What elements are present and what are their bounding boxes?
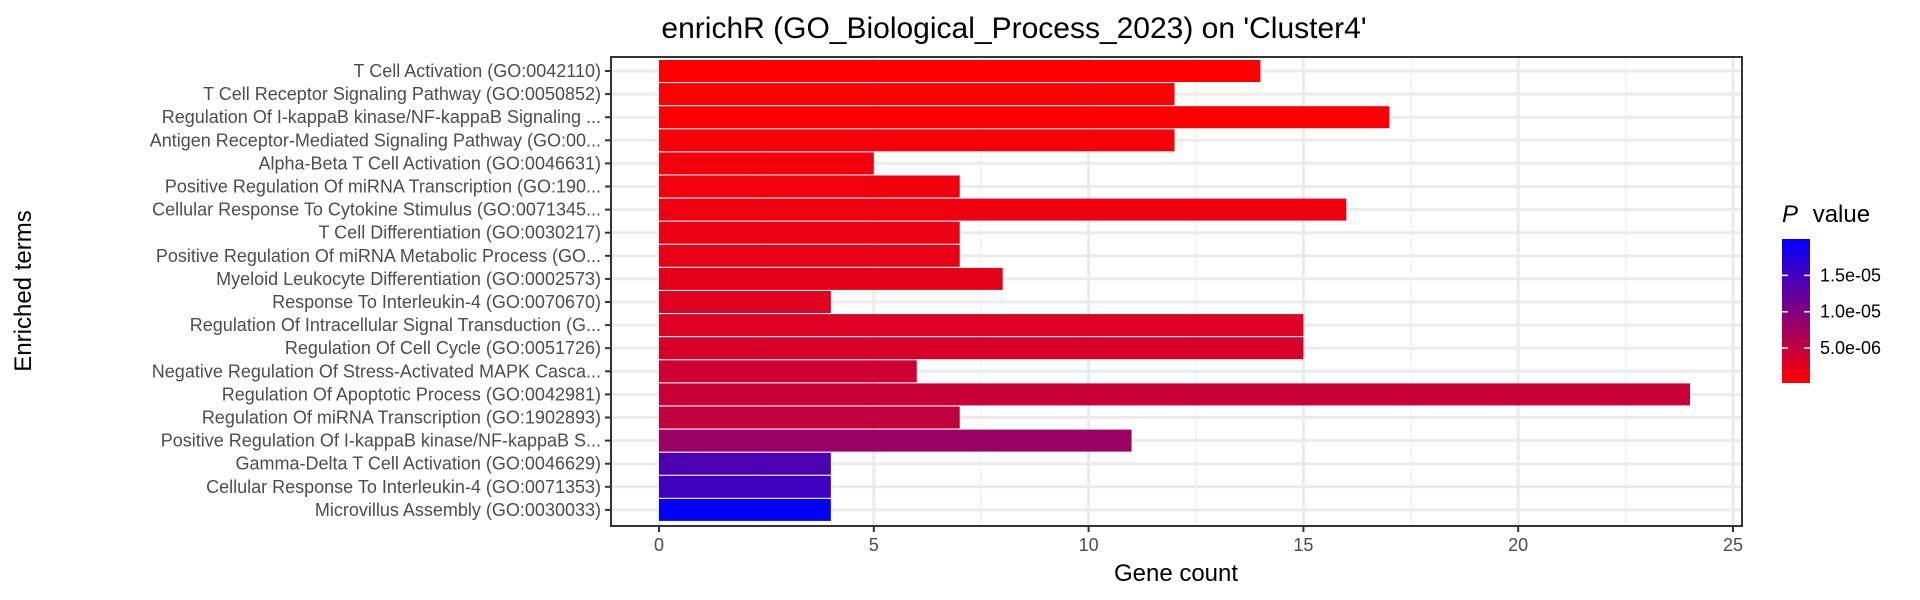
y-tick-label: Negative Regulation Of Stress-Activated … bbox=[152, 361, 601, 381]
y-tick-label: T Cell Receptor Signaling Pathway (GO:00… bbox=[203, 84, 601, 104]
legend-title-rest: value bbox=[1813, 201, 1870, 228]
legend-ticks: 5.0e-06 1.0e-05 1.5e-05 bbox=[1782, 265, 1881, 358]
x-axis-title: Gene count bbox=[1114, 560, 1238, 587]
bar bbox=[659, 291, 831, 313]
x-tick-label: 0 bbox=[654, 535, 664, 555]
y-tick-label: Myeloid Leukocyte Differentiation (GO:00… bbox=[216, 269, 601, 289]
bar bbox=[659, 198, 1347, 221]
bar bbox=[659, 106, 1390, 129]
y-tick-label: Regulation Of Apoptotic Process (GO:0042… bbox=[222, 384, 601, 404]
bar bbox=[659, 129, 1175, 152]
bar bbox=[659, 83, 1175, 106]
y-tick-label: Regulation Of Cell Cycle (GO:0051726) bbox=[285, 338, 601, 358]
x-tick-label: 5 bbox=[869, 535, 879, 555]
y-tick-label: Regulation Of Intracellular Signal Trans… bbox=[190, 315, 601, 335]
bar bbox=[659, 175, 960, 198]
legend-tick-label: 1.0e-05 bbox=[1820, 302, 1881, 322]
legend-title-italic: P bbox=[1782, 201, 1798, 228]
y-tick-label: Cellular Response To Cytokine Stimulus (… bbox=[152, 200, 601, 220]
legend-title: P value bbox=[1782, 201, 1870, 228]
y-tick-label: Regulation Of I-kappaB kinase/NF-kappaB … bbox=[162, 107, 601, 127]
x-tick-label: 20 bbox=[1508, 535, 1528, 555]
y-tick-label: Positive Regulation Of miRNA Metabolic P… bbox=[156, 246, 601, 266]
bar bbox=[659, 360, 917, 383]
y-tick-label: Positive Regulation Of I-kappaB kinase/N… bbox=[161, 431, 601, 451]
bars bbox=[659, 60, 1691, 521]
x-tick-label: 15 bbox=[1293, 535, 1313, 555]
y-tick-label: Positive Regulation Of miRNA Transcripti… bbox=[165, 177, 601, 197]
bar bbox=[659, 337, 1304, 360]
bar bbox=[659, 452, 831, 475]
bar bbox=[659, 429, 1132, 452]
bar bbox=[659, 221, 960, 244]
bar bbox=[659, 406, 960, 429]
y-tick-label: Microvillus Assembly (GO:0030033) bbox=[315, 500, 601, 520]
bar bbox=[659, 383, 1691, 406]
y-tick-label: Antigen Receptor-Mediated Signaling Path… bbox=[150, 130, 601, 150]
bar bbox=[659, 475, 831, 498]
y-axis-title: Enriched terms bbox=[10, 210, 37, 371]
bar bbox=[659, 60, 1261, 82]
y-tick-label: T Cell Activation (GO:0042110) bbox=[354, 61, 601, 81]
bar bbox=[659, 498, 831, 521]
chart-title: enrichR (GO_Biological_Process_2023) on … bbox=[661, 12, 1366, 45]
bar bbox=[659, 267, 1003, 290]
bar bbox=[659, 152, 874, 175]
plot-border bbox=[610, 56, 1743, 527]
legend-tick-label: 1.5e-05 bbox=[1820, 265, 1881, 285]
x-tick-label: 10 bbox=[1079, 535, 1099, 555]
plot-area bbox=[610, 56, 1743, 527]
y-tick-label: Alpha-Beta T Cell Activation (GO:0046631… bbox=[258, 153, 601, 173]
y-tick-label: Cellular Response To Interleukin-4 (GO:0… bbox=[206, 477, 601, 497]
bar bbox=[659, 244, 960, 267]
x-axis-ticks: 0 5 10 15 20 25 bbox=[654, 526, 1743, 555]
y-axis-ticks: T Cell Activation (GO:0042110) T Cell Rec… bbox=[150, 61, 611, 520]
y-tick-label: T Cell Differentiation (GO:0030217) bbox=[319, 223, 601, 243]
legend-tick-label: 5.0e-06 bbox=[1820, 338, 1881, 358]
y-tick-label: Response To Interleukin-4 (GO:0070670) bbox=[272, 292, 601, 312]
x-tick-label: 25 bbox=[1723, 535, 1743, 555]
y-tick-label: Gamma-Delta T Cell Activation (GO:004662… bbox=[236, 454, 602, 474]
y-tick-label: Regulation Of miRNA Transcription (GO:19… bbox=[202, 408, 601, 428]
legend: P value 5.0e-06 1.0e-05 1.5e-05 bbox=[1782, 201, 1881, 383]
bar bbox=[659, 314, 1304, 337]
